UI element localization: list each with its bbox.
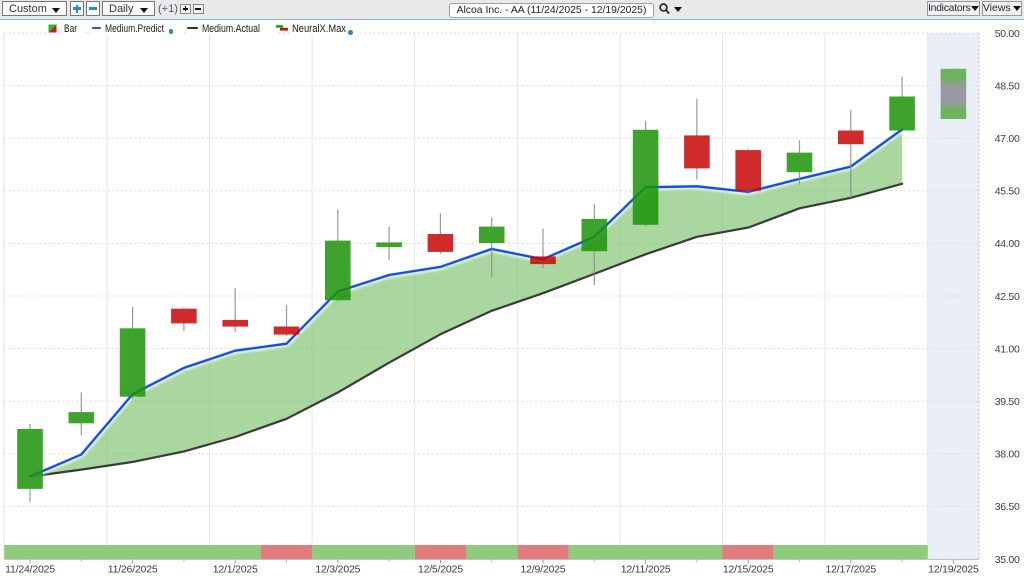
svg-text:12/1/2025: 12/1/2025 — [213, 564, 258, 576]
svg-text:39.50: 39.50 — [995, 396, 1020, 408]
svg-text:44.00: 44.00 — [995, 238, 1020, 250]
svg-text:50.00: 50.00 — [995, 28, 1020, 40]
svg-text:36.50: 36.50 — [995, 501, 1020, 513]
svg-text:48.50: 48.50 — [995, 80, 1020, 92]
svg-text:38.00: 38.00 — [995, 449, 1020, 461]
svg-text:12/19/2025: 12/19/2025 — [928, 564, 979, 576]
svg-text:47.00: 47.00 — [995, 133, 1020, 145]
svg-text:12/11/2025: 12/11/2025 — [621, 564, 671, 576]
svg-text:12/9/2025: 12/9/2025 — [521, 564, 566, 576]
svg-text:35.00: 35.00 — [995, 554, 1020, 566]
svg-text:12/3/2025: 12/3/2025 — [315, 564, 360, 576]
svg-text:12/5/2025: 12/5/2025 — [418, 564, 463, 576]
svg-text:12/15/2025: 12/15/2025 — [723, 564, 774, 576]
svg-text:41.00: 41.00 — [995, 343, 1020, 355]
svg-text:42.50: 42.50 — [995, 291, 1020, 303]
svg-text:11/26/2025: 11/26/2025 — [108, 564, 158, 576]
svg-text:45.50: 45.50 — [995, 186, 1020, 198]
svg-text:11/24/2025: 11/24/2025 — [5, 564, 55, 576]
svg-text:12/17/2025: 12/17/2025 — [826, 564, 877, 576]
